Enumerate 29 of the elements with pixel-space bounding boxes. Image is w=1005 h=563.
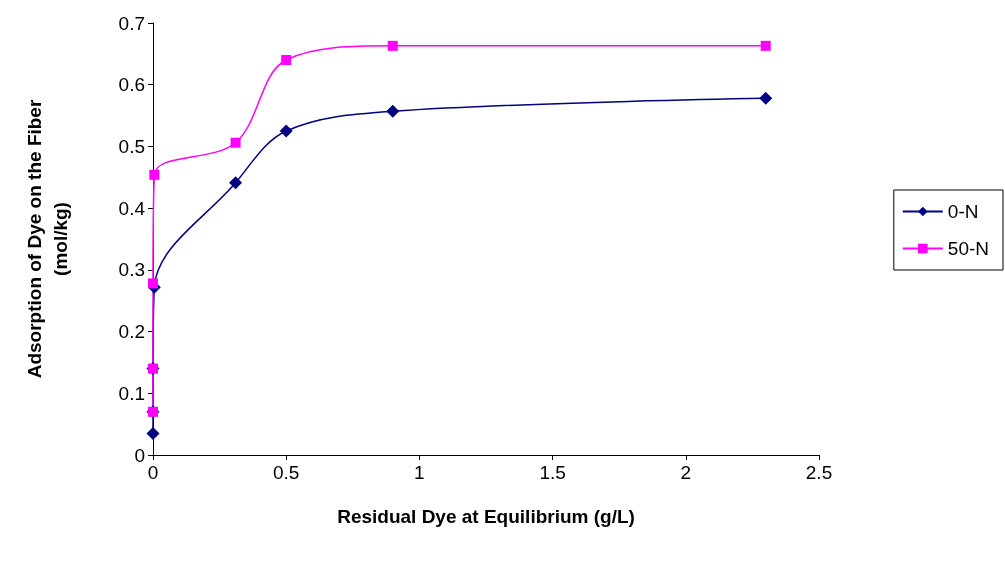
point xyxy=(149,169,160,180)
point xyxy=(759,91,773,105)
y-tick-label: 0.2 xyxy=(118,321,145,343)
y-axis-title: Adsorption of Dye on the Fiber (mol/kg) xyxy=(23,99,71,379)
x-tick-label: 2.5 xyxy=(805,462,833,483)
point xyxy=(279,124,293,138)
point xyxy=(387,40,398,51)
x-tick-label: 0 xyxy=(147,462,159,483)
y-tick-label: 0.1 xyxy=(118,382,145,404)
y-tick-label: 0.6 xyxy=(118,74,145,96)
point xyxy=(760,40,771,51)
x-tick-label: 0.5 xyxy=(272,462,300,483)
point xyxy=(281,55,292,66)
legend-label: 0-N xyxy=(947,201,979,222)
x-tick-label: 1 xyxy=(414,462,425,483)
x-tick-label: 2 xyxy=(680,462,692,483)
x-tick-label: 1.5 xyxy=(539,462,566,483)
point xyxy=(146,426,160,440)
point xyxy=(148,278,158,289)
y-tick-label: 0.5 xyxy=(118,135,145,157)
point xyxy=(386,104,400,118)
x-axis-title: Residual Dye at Equilibrium (g/L) xyxy=(337,505,635,527)
y-tick-label: 0.4 xyxy=(118,197,146,219)
point xyxy=(230,137,241,148)
point xyxy=(229,176,243,190)
legend-label: 50-N xyxy=(947,238,990,259)
y-tick-label: 0.3 xyxy=(118,259,145,281)
y-tick-label: 0.7 xyxy=(118,12,145,34)
y-tick-label: 0 xyxy=(134,444,145,466)
